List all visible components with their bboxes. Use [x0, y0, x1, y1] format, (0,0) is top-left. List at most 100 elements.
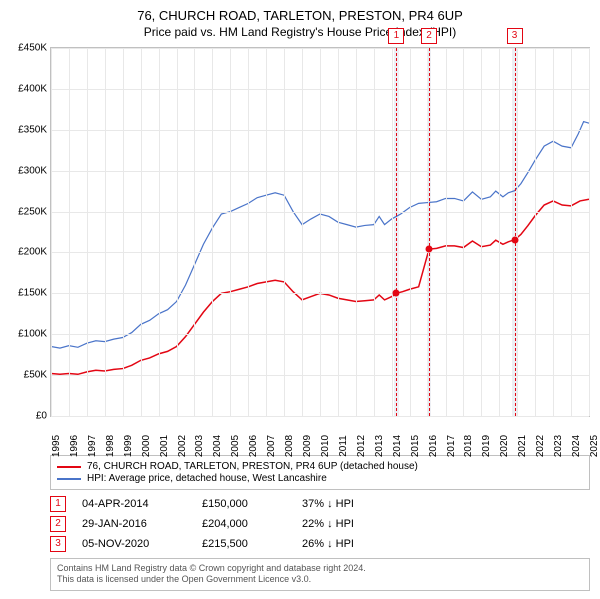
gridline-v — [284, 48, 285, 416]
gridline-v — [553, 48, 554, 416]
y-axis-label: £300K — [18, 165, 47, 176]
sales-list: 1 04-APR-2014 £150,000 37% ↓ HPI 2 29-JA… — [50, 496, 590, 552]
x-axis-label: 2024 — [571, 435, 582, 457]
legend-swatch — [57, 478, 81, 480]
gridline-v — [302, 48, 303, 416]
gridline-v — [392, 48, 393, 416]
gridline-v — [481, 48, 482, 416]
y-axis-label: £250K — [18, 206, 47, 217]
sale-marker: 1 — [50, 496, 66, 512]
y-axis-label: £100K — [18, 329, 47, 340]
gridline-v — [194, 48, 195, 416]
data-point — [426, 246, 433, 253]
attribution-footer: Contains HM Land Registry data © Crown c… — [50, 558, 590, 591]
x-axis-label: 1997 — [87, 435, 98, 457]
x-axis-label: 2018 — [463, 435, 474, 457]
event-line — [396, 48, 397, 416]
x-axis-label: 2001 — [159, 435, 170, 457]
sale-hpi: 37% ↓ HPI — [302, 498, 354, 510]
gridline-v — [517, 48, 518, 416]
legend: 76, CHURCH ROAD, TARLETON, PRESTON, PR4 … — [50, 455, 590, 490]
sale-date: 05-NOV-2020 — [82, 538, 202, 550]
x-axis-label: 2020 — [499, 435, 510, 457]
gridline-v — [177, 48, 178, 416]
sale-row: 2 29-JAN-2016 £204,000 22% ↓ HPI — [50, 516, 590, 532]
data-point — [511, 236, 518, 243]
data-point — [393, 290, 400, 297]
footer-line: Contains HM Land Registry data © Crown c… — [57, 563, 583, 574]
gridline-v — [410, 48, 411, 416]
x-axis-label: 2023 — [553, 435, 564, 457]
chart-title: 76, CHURCH ROAD, TARLETON, PRESTON, PR4 … — [0, 8, 600, 23]
y-axis-label: £50K — [24, 370, 47, 381]
legend-item-hpi: HPI: Average price, detached house, West… — [57, 473, 583, 484]
sale-price: £215,500 — [202, 538, 302, 550]
x-axis-label: 1996 — [69, 435, 80, 457]
x-axis-label: 2022 — [535, 435, 546, 457]
chart-plot-area: £0£50K£100K£150K£200K£250K£300K£350K£400… — [50, 47, 590, 417]
x-axis-label: 2013 — [374, 435, 385, 457]
gridline-v — [248, 48, 249, 416]
event-line — [429, 48, 430, 416]
x-axis-label: 2021 — [517, 435, 528, 457]
x-axis-label: 2004 — [212, 435, 223, 457]
gridline-v — [69, 48, 70, 416]
event-marker: 3 — [507, 28, 523, 44]
x-axis-label: 2009 — [302, 435, 313, 457]
x-axis-label: 1999 — [123, 435, 134, 457]
y-axis-label: £350K — [18, 124, 47, 135]
price-chart-card: 76, CHURCH ROAD, TARLETON, PRESTON, PR4 … — [0, 0, 600, 591]
gridline-v — [51, 48, 52, 416]
x-axis-label: 2006 — [248, 435, 259, 457]
x-axis-label: 2025 — [589, 435, 600, 457]
x-axis-label: 2002 — [177, 435, 188, 457]
gridline-v — [123, 48, 124, 416]
sale-row: 1 04-APR-2014 £150,000 37% ↓ HPI — [50, 496, 590, 512]
y-axis-label: £0 — [36, 411, 47, 422]
sale-price: £204,000 — [202, 518, 302, 530]
gridline-v — [374, 48, 375, 416]
gridline-v — [105, 48, 106, 416]
gridline-v — [571, 48, 572, 416]
x-axis-label: 2010 — [320, 435, 331, 457]
gridline-v — [320, 48, 321, 416]
legend-label: HPI: Average price, detached house, West… — [87, 473, 327, 484]
x-axis-label: 2012 — [356, 435, 367, 457]
x-axis-label: 2015 — [410, 435, 421, 457]
gridline-v — [535, 48, 536, 416]
sale-price: £150,000 — [202, 498, 302, 510]
y-axis-label: £150K — [18, 288, 47, 299]
x-axis-label: 2005 — [230, 435, 241, 457]
x-axis-label: 2000 — [141, 435, 152, 457]
gridline-v — [338, 48, 339, 416]
sale-hpi: 26% ↓ HPI — [302, 538, 354, 550]
gridline-v — [87, 48, 88, 416]
x-axis-label: 2017 — [446, 435, 457, 457]
sale-marker: 2 — [50, 516, 66, 532]
y-axis-label: £400K — [18, 83, 47, 94]
gridline-h — [51, 416, 589, 417]
x-axis-label: 2008 — [284, 435, 295, 457]
legend-swatch — [57, 466, 81, 468]
gridline-v — [212, 48, 213, 416]
y-axis-label: £200K — [18, 247, 47, 258]
sale-date: 29-JAN-2016 — [82, 518, 202, 530]
gridline-v — [499, 48, 500, 416]
gridline-v — [230, 48, 231, 416]
footer-line: This data is licensed under the Open Gov… — [57, 574, 583, 585]
x-axis-label: 2003 — [194, 435, 205, 457]
event-line — [515, 48, 516, 416]
gridline-v — [356, 48, 357, 416]
gridline-v — [463, 48, 464, 416]
x-axis-label: 2014 — [392, 435, 403, 457]
legend-label: 76, CHURCH ROAD, TARLETON, PRESTON, PR4 … — [87, 461, 418, 472]
event-marker: 1 — [388, 28, 404, 44]
y-axis-label: £450K — [18, 43, 47, 54]
gridline-v — [141, 48, 142, 416]
legend-item-property: 76, CHURCH ROAD, TARLETON, PRESTON, PR4 … — [57, 461, 583, 472]
gridline-v — [266, 48, 267, 416]
x-axis-label: 1998 — [105, 435, 116, 457]
sale-date: 04-APR-2014 — [82, 498, 202, 510]
x-axis-label: 2007 — [266, 435, 277, 457]
x-axis-label: 1995 — [51, 435, 62, 457]
